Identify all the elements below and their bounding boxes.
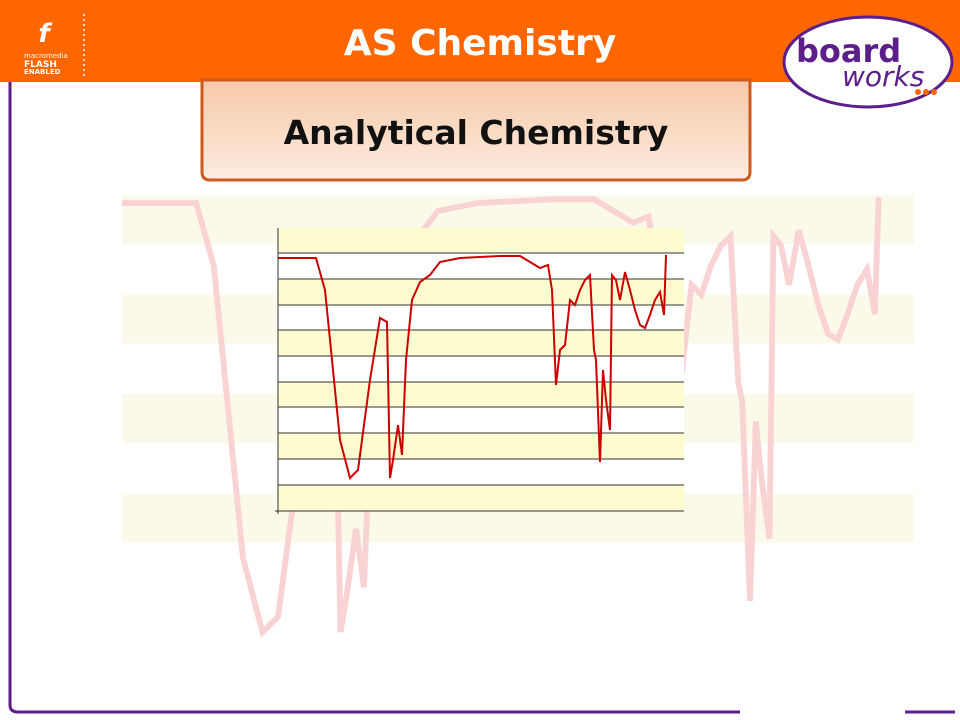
ir-spectrum [275,228,684,514]
boardworks-logo: board works [782,15,954,109]
flash-badge-line: FLASH [24,60,57,70]
slide-frame [8,82,740,714]
flash-badge-line: ENABLED [24,68,61,76]
logo-word: board [796,32,901,70]
subtitle-tab [200,78,752,182]
header-title: AS Chemistry [344,23,617,64]
logo-word: works [842,60,924,93]
subtitle: Analytical Chemistry [284,113,669,152]
svg-text:f: f [38,19,53,49]
flash-badge: f macromedia FLASH ENABLED [24,14,85,76]
flash-badge-line: macromedia [24,52,68,60]
